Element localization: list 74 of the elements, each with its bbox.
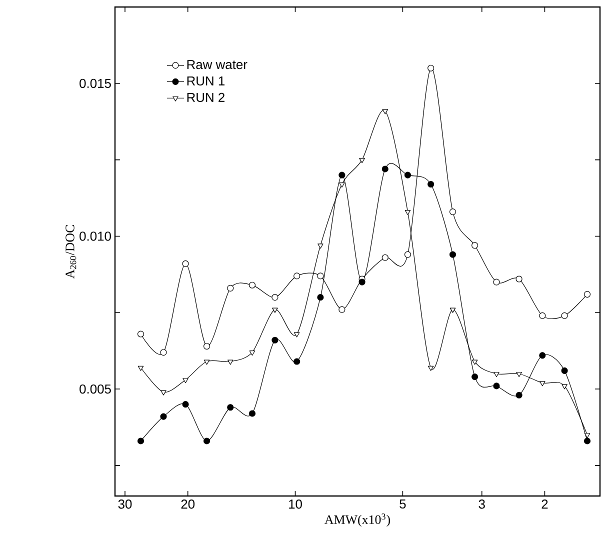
point (493, 382, 500, 390)
point (137, 330, 144, 338)
x-tick-label: 5 (400, 500, 406, 509)
point (160, 390, 166, 396)
point (561, 367, 568, 374)
y-tick-label: 0.015 (80, 78, 111, 88)
point (562, 384, 568, 390)
point (182, 378, 188, 384)
point (248, 410, 256, 417)
legend-label: Raw water (187, 60, 248, 70)
x-tick-label: 30 (118, 500, 132, 509)
point (584, 290, 591, 298)
x-tick-label: 10 (289, 500, 302, 509)
point (272, 294, 278, 301)
point (160, 413, 167, 420)
point (339, 182, 345, 188)
point (137, 438, 144, 444)
point (382, 166, 388, 172)
point (204, 360, 210, 365)
point (516, 372, 522, 378)
point (540, 381, 546, 386)
point (227, 404, 234, 411)
point (428, 180, 434, 188)
point (248, 282, 256, 288)
point (493, 278, 500, 286)
point (382, 109, 388, 114)
point (317, 272, 324, 280)
point (472, 360, 478, 365)
point (472, 374, 478, 380)
point (338, 306, 346, 313)
point (227, 284, 234, 292)
point (404, 172, 412, 178)
point (449, 251, 456, 258)
point (294, 272, 300, 280)
point (294, 358, 300, 365)
x-tick-label: 20 (181, 500, 195, 509)
point (516, 276, 522, 282)
point (584, 433, 590, 438)
point (318, 244, 324, 249)
point (227, 360, 234, 365)
point (494, 372, 500, 378)
point (516, 392, 522, 398)
point (404, 251, 412, 258)
point (449, 208, 456, 216)
point (182, 401, 189, 408)
point (472, 242, 478, 249)
point (249, 350, 256, 356)
point (338, 172, 346, 178)
point (428, 366, 434, 371)
x-axis-title: AMW(x10$^{3}$) (324, 514, 390, 527)
legend-label: RUN 2 (187, 92, 224, 102)
point (272, 336, 278, 344)
point (294, 332, 300, 338)
point (182, 260, 189, 268)
point (450, 308, 456, 313)
point (317, 294, 324, 301)
point (138, 366, 144, 371)
point (404, 210, 411, 216)
point (584, 438, 591, 444)
point (203, 342, 210, 350)
y-axis-title: A$_{260}$/DOC (66, 225, 76, 279)
point (561, 312, 568, 319)
y-tick-label: 0.010 (80, 232, 111, 241)
point (272, 308, 278, 313)
point (428, 64, 434, 72)
x-tick-label: 3 (478, 500, 485, 509)
point (160, 349, 167, 356)
point (382, 254, 388, 261)
point (203, 438, 210, 444)
x-tick-label: 2 (542, 500, 548, 509)
point (539, 352, 546, 359)
y-tick-label: 0.005 (80, 384, 111, 394)
point (539, 312, 546, 319)
legend-label: RUN 1 (187, 76, 224, 86)
